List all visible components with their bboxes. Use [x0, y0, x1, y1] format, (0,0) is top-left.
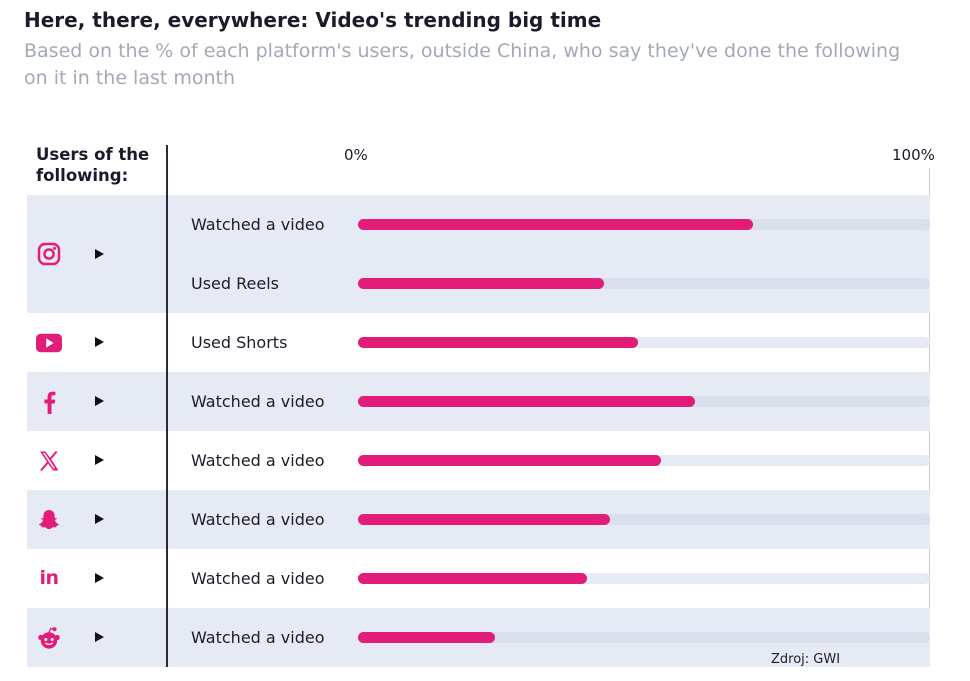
bar-label: Watched a video: [191, 627, 325, 647]
bar-track: [358, 632, 930, 643]
platform-group: Used Shorts: [27, 313, 930, 372]
chart-subtitle: Based on the % of each platform's users,…: [24, 40, 901, 89]
bar-label: Used Shorts: [191, 332, 288, 352]
bar: [358, 514, 610, 525]
expand-arrow-icon[interactable]: [95, 396, 104, 406]
bar-label: Watched a video: [191, 391, 325, 411]
bar-label: Watched a video: [191, 568, 325, 588]
platform-group: Watched a video: [27, 431, 930, 490]
platform-group: Watched a video: [27, 490, 930, 549]
platform-group: Watched a video: [27, 372, 930, 431]
source-note: Zdroj: GWI: [771, 652, 841, 667]
bar-track: [358, 455, 930, 466]
bar-track: [358, 337, 930, 348]
linkedin-icon: in: [39, 567, 59, 589]
bar: [358, 455, 662, 466]
bar-track: [358, 278, 930, 289]
expand-arrow-icon[interactable]: [95, 455, 104, 465]
expand-arrow-icon[interactable]: [95, 514, 104, 524]
bar-track: [358, 396, 930, 407]
bar: [358, 396, 696, 407]
platform-group: Watched a video: [27, 608, 930, 667]
expand-arrow-icon[interactable]: [95, 337, 104, 347]
snapchat-icon: [36, 507, 62, 533]
bar-label: Watched a video: [191, 214, 325, 234]
bar-track: [358, 514, 930, 525]
expand-arrow-icon[interactable]: [95, 248, 104, 259]
bar: [358, 337, 639, 348]
bar-label: Watched a video: [191, 450, 325, 470]
instagram-icon: [36, 241, 62, 267]
bar-track: [358, 219, 930, 230]
column-divider: [166, 145, 168, 667]
expand-arrow-icon[interactable]: [95, 632, 104, 642]
bar: [358, 632, 496, 643]
bar-label: Watched a video: [191, 509, 325, 529]
column-header-line1: Users of the: [36, 145, 150, 164]
bar: [358, 219, 753, 230]
chart-rows: Watched a video Used Reels Used Shorts Watc…: [27, 195, 930, 667]
column-header-line2: following:: [36, 166, 129, 185]
youtube-icon: [36, 330, 62, 356]
column-header: Users of the following:: [36, 144, 149, 186]
bar-label: Used Reels: [191, 273, 279, 293]
platform-group: in Watched a video: [27, 549, 930, 608]
bar: [358, 278, 604, 289]
x-tick-label-min: 0%: [344, 146, 368, 164]
x-tick-label-max: 100%: [892, 146, 935, 164]
bar-track: [358, 573, 930, 584]
chart-title: Here, there, everywhere: Video's trendin…: [24, 8, 602, 32]
reddit-icon: [36, 625, 62, 651]
facebook-icon: [36, 389, 62, 415]
x-icon: [36, 448, 62, 474]
bar: [358, 573, 587, 584]
expand-arrow-icon[interactable]: [95, 573, 104, 583]
platform-group: Watched a video Used Reels: [27, 195, 930, 313]
